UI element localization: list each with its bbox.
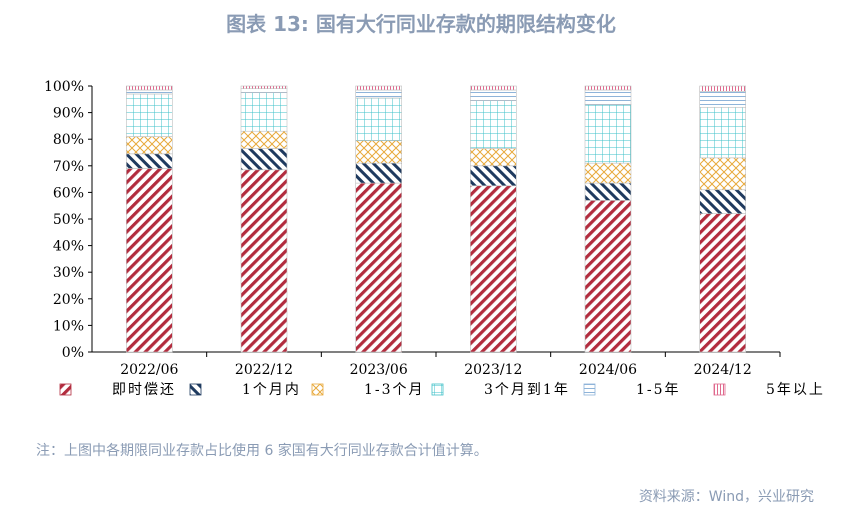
legend-item: 3个月到1年	[431, 382, 570, 398]
legend-swatch	[311, 383, 324, 396]
bar-segment	[699, 189, 746, 214]
legend-item: 5年以上	[713, 382, 825, 398]
bar-segment	[699, 213, 746, 353]
y-tick-label: 0%	[62, 345, 84, 361]
legend-label: 1-5年	[636, 382, 681, 398]
bar-segment	[699, 106, 746, 159]
bar-segment	[240, 130, 288, 149]
legend-swatch	[583, 383, 596, 396]
bar-segment	[355, 97, 402, 141]
bar-segment	[470, 100, 517, 149]
stacked-bar-chart: 0% 10% 20% 30% 40% 50% 60% 70% 80% 90% 100% 2022/06…	[44, 79, 825, 398]
legend-label: 即时偿还	[112, 382, 176, 398]
y-tick-label: 60%	[53, 185, 84, 201]
legend-label: 1个月内	[242, 382, 301, 398]
legend-item: 1-3个月	[311, 382, 425, 398]
bar-segment	[240, 88, 288, 93]
legend-item: 1个月内	[189, 382, 301, 398]
bar-segment	[584, 182, 632, 201]
bar-segment	[699, 85, 746, 92]
bar-segment	[240, 92, 288, 132]
legend-swatch	[431, 383, 444, 396]
x-tick-label: 2023/12	[464, 362, 522, 378]
bar-segment	[355, 182, 402, 353]
bar-segment	[584, 85, 632, 91]
legend-item: 即时偿还	[59, 382, 176, 398]
x-tick-label: 2022/12	[235, 362, 293, 378]
y-tick-label: 10%	[53, 318, 84, 334]
bar-segment	[126, 93, 173, 137]
bar-segment	[126, 153, 173, 169]
legend-label: 3个月到1年	[484, 382, 570, 398]
bar-segment	[355, 89, 402, 99]
y-tick-label: 90%	[53, 106, 84, 122]
legend-swatch	[713, 383, 726, 396]
bar-segment	[470, 185, 517, 353]
legend-label: 5年以上	[766, 382, 825, 398]
legend-swatch	[189, 383, 202, 396]
bar-segment	[584, 89, 632, 105]
chart-title: 图表 13: 国有大行同业存款的期限结构变化	[226, 12, 616, 36]
y-tick-label: 40%	[53, 239, 84, 255]
bar-segment	[470, 165, 517, 187]
bar-segment	[240, 148, 288, 171]
x-tick-label: 2024/12	[694, 362, 752, 378]
bar-segment	[699, 157, 746, 191]
x-tick-label: 2023/06	[350, 362, 408, 378]
y-tick-label: 20%	[53, 292, 84, 308]
y-tick-label: 70%	[53, 159, 84, 175]
legend-item: 1-5年	[583, 382, 681, 398]
bar-segment	[355, 140, 402, 164]
legend-swatch	[59, 383, 72, 396]
bar-segment	[470, 148, 517, 167]
bar-segment	[240, 85, 288, 89]
data-source: 资料来源：Wind，兴业研究	[638, 489, 814, 505]
bar-segment	[126, 168, 173, 353]
bar-segment	[584, 104, 632, 164]
bar-segment	[355, 85, 402, 91]
bar-segment	[470, 89, 517, 101]
bar-segment	[240, 169, 288, 353]
y-tick-label: 80%	[53, 132, 84, 148]
bar-segment	[355, 162, 402, 184]
bar-segment	[126, 89, 173, 95]
bar-segment	[699, 91, 746, 108]
legend-label: 1-3个月	[364, 382, 425, 398]
chart-note: 注：上图中各期限同业存款占比使用 6 家国有大行同业存款合计值计算。	[36, 443, 488, 459]
bar-segment	[126, 85, 173, 91]
bar-segment	[470, 85, 517, 91]
y-tick-label: 100%	[44, 79, 84, 95]
y-tick-label: 30%	[53, 265, 84, 281]
bar-segment	[584, 200, 632, 353]
bar-segment	[584, 162, 632, 184]
x-tick-label: 2022/06	[120, 362, 178, 378]
y-tick-label: 50%	[53, 212, 84, 228]
bar-segment	[126, 136, 173, 155]
x-tick-label: 2024/06	[579, 362, 637, 378]
